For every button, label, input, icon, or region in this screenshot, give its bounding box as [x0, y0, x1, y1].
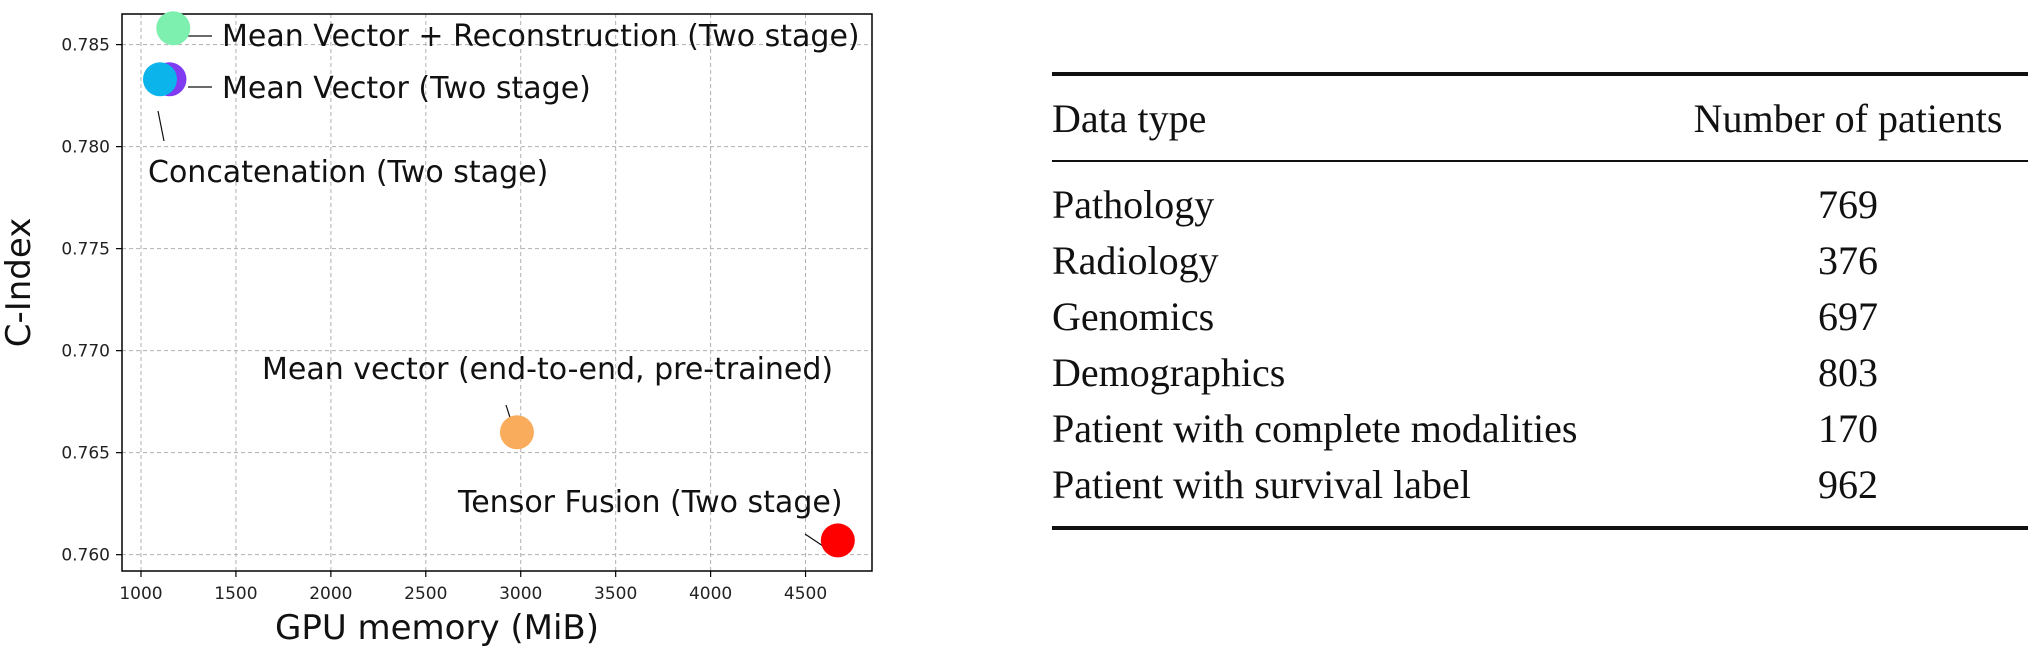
cell-data-type: Patient with complete modalities [1052, 405, 1578, 451]
y-tick-label: 0.760 [61, 546, 110, 566]
x-tick-label: 4000 [689, 584, 732, 604]
plot-frame [121, 13, 873, 572]
data-point [499, 415, 534, 450]
table-row: Genomics 697 [1052, 288, 2028, 344]
x-tick-label: 1500 [214, 584, 257, 604]
x-tick-label: 1000 [119, 584, 162, 604]
y-tick-label: 0.785 [61, 36, 110, 56]
table-bottom-rule [1052, 526, 2028, 530]
tick-labels: 1000 1500 2000 2500 3000 3500 4000 4500 0.760 0.7… [61, 36, 827, 604]
cell-data-type: Demographics [1052, 349, 1286, 395]
point-annotations: Mean Vector + Reconstruction (Two stage)… [148, 19, 860, 520]
cell-data-type: Patient with survival label [1052, 461, 1471, 507]
table-header-rule [1052, 160, 2028, 162]
scatter-chart: 1000 1500 2000 2500 3000 3500 4000 4500 0.760 0.7… [0, 11, 873, 648]
patient-count-table: Data type Number of patients Pathology 7… [1052, 72, 2028, 530]
cell-patient-count: 962 [1818, 461, 1878, 507]
header-number-of-patients: Number of patients [1693, 95, 2003, 141]
y-axis-label: C-Index [0, 218, 39, 348]
cell-patient-count: 170 [1818, 405, 1878, 451]
table-header-row: Data type Number of patients [1052, 76, 2028, 160]
table-row: Pathology 769 [1052, 176, 2028, 232]
x-tick-label: 3000 [499, 584, 542, 604]
cell-data-type: Genomics [1052, 293, 1215, 339]
y-tick-label: 0.775 [61, 240, 110, 260]
cell-data-type: Pathology [1052, 181, 1215, 227]
table-body: Pathology 769 Radiology 376 Genomics 697… [1052, 162, 2028, 526]
annotation-leader-line [157, 110, 165, 142]
cell-patient-count: 697 [1818, 293, 1878, 339]
table-row: Patient with complete modalities 170 [1052, 400, 2028, 456]
y-tick-label: 0.765 [61, 444, 110, 464]
point-annotation-label: Mean Vector (Two stage) [222, 71, 591, 106]
annotation-leaders [157, 35, 827, 549]
table-top-rule [1052, 72, 2028, 76]
cell-patient-count: 376 [1818, 237, 1878, 283]
point-annotation-label: Tensor Fusion (Two stage) [457, 485, 843, 520]
x-tick-label: 4500 [784, 584, 827, 604]
grid-lines [122, 14, 872, 571]
axes [116, 13, 873, 577]
point-annotation-label: Concatenation (Two stage) [148, 155, 548, 190]
data-point [142, 62, 177, 97]
table-row: Demographics 803 [1052, 344, 2028, 400]
cell-patient-count: 803 [1818, 349, 1878, 395]
y-tick-label: 0.770 [61, 342, 110, 362]
cell-patient-count: 769 [1818, 181, 1878, 227]
data-point [820, 523, 855, 558]
data-point [156, 11, 191, 46]
table-row: Patient with survival label 962 [1052, 456, 2028, 512]
x-tick-label: 2500 [404, 584, 447, 604]
point-annotation-label: Mean Vector + Reconstruction (Two stage) [222, 19, 860, 54]
x-axis-label: GPU memory (MiB) [275, 608, 599, 648]
x-tick-label: 3500 [594, 584, 637, 604]
y-tick-label: 0.780 [61, 138, 110, 158]
cell-data-type: Radiology [1052, 237, 1219, 283]
table-row: Radiology 376 [1052, 232, 2028, 288]
data-points [142, 11, 855, 558]
header-data-type: Data type [1052, 95, 1207, 141]
x-tick-label: 2000 [309, 584, 352, 604]
point-annotation-label: Mean vector (end-to-end, pre-trained) [262, 352, 833, 387]
